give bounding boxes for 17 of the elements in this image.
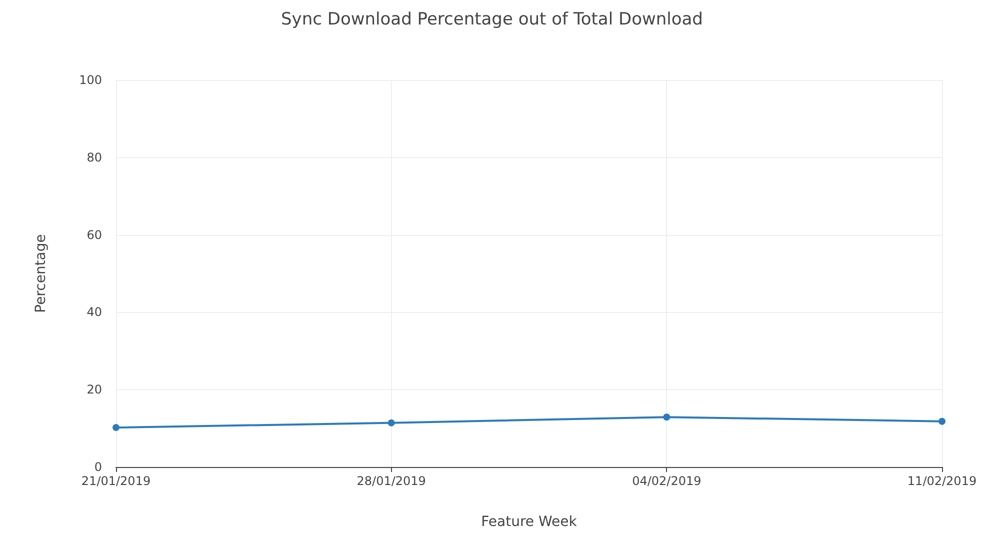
x-tick-label: 04/02/2019 — [632, 474, 702, 488]
y-tick-label: 40 — [86, 305, 102, 320]
chart-title: Sync Download Percentage out of Total Download — [281, 10, 703, 30]
y-tick-label: 80 — [86, 150, 102, 164]
point — [388, 419, 395, 426]
point — [112, 424, 120, 432]
x-tick-label: 21/01/2019 — [81, 474, 151, 488]
x-axis-title: Feature Week — [481, 514, 578, 530]
x-tick-label: 28/01/2019 — [356, 474, 426, 488]
point — [938, 418, 946, 425]
y-axis-title: Percentage — [33, 234, 49, 313]
y-tick-label: 20 — [86, 382, 102, 397]
point — [663, 414, 670, 421]
y-tick-label: 0 — [94, 460, 102, 474]
y-tick-label: 60 — [86, 228, 102, 242]
y-tick-label: 100 — [79, 73, 102, 87]
x-tick-label: 11/02/2019 — [907, 474, 977, 488]
